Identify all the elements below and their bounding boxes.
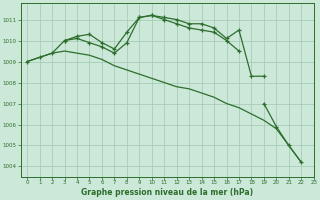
X-axis label: Graphe pression niveau de la mer (hPa): Graphe pression niveau de la mer (hPa) [81, 188, 253, 197]
